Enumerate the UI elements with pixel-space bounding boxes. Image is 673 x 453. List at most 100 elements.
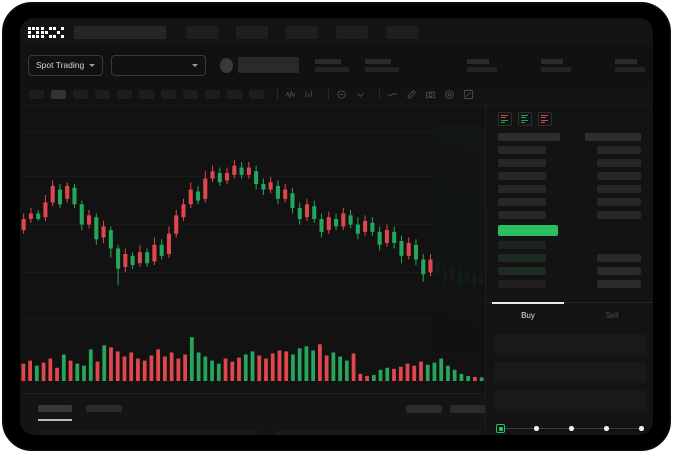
nav-search-field[interactable] bbox=[74, 25, 166, 39]
ruler-icon[interactable] bbox=[405, 88, 418, 101]
chart-toolbar bbox=[20, 84, 653, 106]
orderbook-ask-row[interactable] bbox=[498, 211, 546, 219]
toolbar-divider bbox=[379, 89, 380, 100]
slider-handle[interactable] bbox=[496, 424, 505, 433]
orderbook-bid-row[interactable] bbox=[498, 280, 546, 288]
slider-step-100[interactable] bbox=[639, 426, 644, 431]
orders-action-2[interactable] bbox=[450, 405, 486, 413]
last-price-value bbox=[238, 57, 299, 73]
market-stat-2 bbox=[365, 58, 399, 72]
trade-field-price[interactable] bbox=[494, 334, 646, 355]
market-stat-1 bbox=[315, 58, 349, 72]
timeframe-button-4[interactable] bbox=[117, 90, 132, 99]
orderbook-last-price-highlight bbox=[498, 225, 558, 236]
timeframe-button-6[interactable] bbox=[161, 90, 176, 99]
trade-field-total[interactable] bbox=[494, 390, 646, 411]
active-tab-indicator bbox=[38, 419, 72, 421]
orderbook-ask-row[interactable] bbox=[498, 198, 546, 206]
orders-tab-history[interactable] bbox=[86, 405, 122, 412]
timeframe-button-9[interactable] bbox=[227, 90, 242, 99]
orderbook-trade-panel: Buy Sell bbox=[485, 106, 653, 435]
toolbar-divider bbox=[277, 89, 278, 100]
orderbook-ask-row[interactable] bbox=[498, 159, 546, 167]
app-screen: Spot Trading bbox=[20, 18, 653, 435]
orders-tab-open[interactable] bbox=[38, 405, 72, 412]
orders-action-1[interactable] bbox=[406, 405, 442, 413]
chart-gridline bbox=[20, 224, 485, 225]
orderbook-ask-amount bbox=[597, 198, 641, 206]
orderbook-bid-row[interactable] bbox=[498, 241, 546, 249]
price-chart-pane[interactable] bbox=[20, 106, 485, 393]
tab-sell-label: Sell bbox=[605, 311, 619, 320]
orderbook-bid-row[interactable] bbox=[498, 267, 546, 275]
orders-row-2 bbox=[276, 430, 481, 435]
indicator-icon[interactable] bbox=[284, 88, 297, 101]
market-subbar: Spot Trading bbox=[20, 46, 653, 84]
market-stat-4 bbox=[541, 58, 571, 72]
slider-step-50[interactable] bbox=[569, 426, 574, 431]
orderbook-display-modes bbox=[486, 106, 653, 131]
orderbook-mode-asks-only-icon[interactable] bbox=[538, 112, 552, 126]
nav-item-1[interactable] bbox=[186, 25, 218, 39]
top-navigation-bar bbox=[20, 18, 653, 46]
orderbook-bid-row[interactable] bbox=[498, 254, 546, 262]
timeframe-button-8[interactable] bbox=[205, 90, 220, 99]
orderbook-rows[interactable] bbox=[486, 131, 653, 311]
chart-gridline bbox=[20, 176, 485, 177]
chart-gridline bbox=[20, 318, 485, 319]
timeframe-button-0[interactable] bbox=[29, 90, 44, 99]
timeframe-button-2[interactable] bbox=[73, 90, 88, 99]
slider-step-25[interactable] bbox=[534, 426, 539, 431]
nav-item-2[interactable] bbox=[236, 25, 268, 39]
orderbook-ask-amount bbox=[597, 185, 641, 193]
candle-type-icon[interactable] bbox=[303, 88, 316, 101]
buy-sell-tabs: Buy Sell bbox=[486, 302, 653, 328]
tab-buy-label: Buy bbox=[521, 311, 535, 320]
tab-sell[interactable]: Sell bbox=[570, 303, 653, 328]
camera-icon[interactable] bbox=[424, 88, 437, 101]
orderbook-bid-amount bbox=[597, 254, 641, 262]
chevron-down-icon bbox=[191, 63, 198, 67]
line-chart-icon[interactable] bbox=[386, 88, 399, 101]
fullscreen-icon[interactable] bbox=[462, 88, 475, 101]
orderbook-ask-row[interactable] bbox=[498, 185, 546, 193]
market-stat-3 bbox=[467, 58, 497, 72]
tab-buy[interactable]: Buy bbox=[486, 302, 570, 328]
orderbook-ask-row[interactable] bbox=[498, 146, 546, 154]
timeframe-button-3[interactable] bbox=[95, 90, 110, 99]
nav-item-4[interactable] bbox=[336, 25, 368, 39]
orderbook-mode-bids-only-icon[interactable] bbox=[518, 112, 532, 126]
settings-icon[interactable] bbox=[443, 88, 456, 101]
timeframe-button-7[interactable] bbox=[183, 90, 198, 99]
orderbook-header-price bbox=[498, 133, 560, 141]
trading-mode-label: Spot Trading bbox=[36, 60, 85, 70]
orderbook-ask-row[interactable] bbox=[498, 172, 546, 180]
chart-overlay-mask bbox=[433, 126, 485, 351]
trading-pair-selector[interactable] bbox=[111, 54, 206, 76]
slider-step-75[interactable] bbox=[604, 426, 609, 431]
timeframe-button-10[interactable] bbox=[249, 90, 264, 99]
timeframe-button-1[interactable] bbox=[51, 90, 66, 99]
compare-icon[interactable] bbox=[335, 88, 348, 101]
trading-mode-selector[interactable]: Spot Trading bbox=[28, 54, 104, 76]
orderbook-bid-amount bbox=[597, 267, 641, 275]
chart-gridline bbox=[20, 272, 485, 273]
nav-item-5[interactable] bbox=[386, 25, 418, 39]
toolbar-divider bbox=[328, 89, 329, 100]
orderbook-mode-both-icon[interactable] bbox=[498, 112, 512, 126]
market-stat-5 bbox=[615, 58, 645, 72]
chart-gridline bbox=[20, 131, 485, 132]
amount-slider[interactable] bbox=[496, 424, 644, 433]
trade-field-amount[interactable] bbox=[494, 362, 646, 383]
orderbook-ask-amount bbox=[597, 146, 641, 154]
orders-panel bbox=[20, 393, 486, 435]
okx-logo-icon[interactable] bbox=[28, 26, 64, 38]
orderbook-ask-amount bbox=[597, 159, 641, 167]
candlestick-series bbox=[21, 160, 484, 291]
nav-item-3[interactable] bbox=[286, 25, 318, 39]
orderbook-bid-amount bbox=[597, 280, 641, 288]
chevron-down-icon[interactable] bbox=[354, 88, 367, 101]
orderbook-ask-amount bbox=[597, 172, 641, 180]
timeframe-button-5[interactable] bbox=[139, 90, 154, 99]
